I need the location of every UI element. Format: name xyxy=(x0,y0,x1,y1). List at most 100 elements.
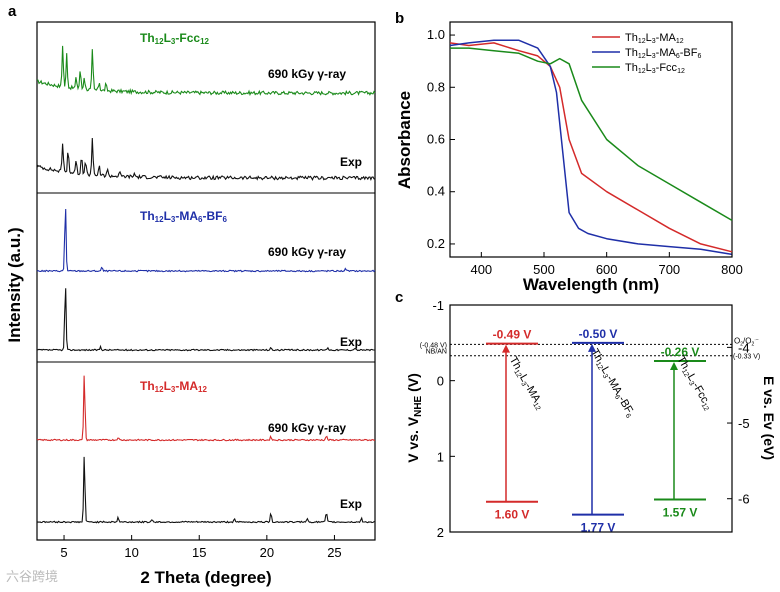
absorbance-curve xyxy=(449,42,733,253)
series-label-exp: Exp xyxy=(340,335,362,349)
y-axis-label-left: V vs. VNHE (V) xyxy=(405,373,424,463)
y-tick-label-right: -4 xyxy=(738,340,750,355)
y-axis-label: Intensity (a.u.) xyxy=(5,227,24,342)
x-tick-label: 15 xyxy=(192,545,206,560)
text-part: -BF xyxy=(680,47,698,59)
x-tick-label: 400 xyxy=(470,262,492,277)
text-part: 6 xyxy=(198,215,203,224)
y-tick-label: 0.8 xyxy=(427,79,445,94)
absorbance-curve xyxy=(450,47,733,222)
text-part: 6 xyxy=(624,413,632,420)
text-part: 3 xyxy=(687,380,695,387)
text-part: 3 xyxy=(652,53,656,60)
text-part: 12 xyxy=(638,38,646,45)
text-part: 3 xyxy=(652,68,656,75)
panel-a-group-title: Th12L3-Fcc12 xyxy=(140,31,210,46)
cb-potential: -0.49 V xyxy=(493,328,532,342)
text-part: O xyxy=(734,336,740,345)
y-tick-label-right: -6 xyxy=(738,492,750,507)
y-tick-label-right: -5 xyxy=(738,416,750,431)
text-part: L xyxy=(164,209,171,223)
text-part: 12 xyxy=(638,68,646,75)
text-part: -MA xyxy=(175,379,198,393)
text-part: V vs. V xyxy=(405,416,421,463)
y-axis-label: Absorbance xyxy=(395,91,414,189)
cb-potential: -0.26 V xyxy=(661,345,700,359)
text-part: L xyxy=(164,379,171,393)
xrd-pattern xyxy=(36,137,376,181)
text-part: 3 xyxy=(171,385,176,394)
y-tick-label: 0 xyxy=(437,374,444,389)
text-part: 12 xyxy=(676,38,684,45)
text-part: Th xyxy=(140,209,155,223)
x-tick-label: 25 xyxy=(327,545,341,560)
text-part: 12 xyxy=(512,369,522,379)
series-label-irradiated: 690 kGy γ-ray xyxy=(268,421,346,435)
text-part: ·− xyxy=(754,337,759,343)
text-part: 2 xyxy=(751,341,754,347)
text-part: Th xyxy=(625,32,638,44)
text-part: -MA xyxy=(656,32,677,44)
legend-label: Th12L3-MA6-BF6 xyxy=(625,47,701,60)
text-part: 12 xyxy=(155,37,164,46)
reference-value: (-0.33 V) xyxy=(733,354,760,361)
text-part: 6 xyxy=(223,215,228,224)
xrd-pattern xyxy=(36,456,376,524)
text-part: -BF xyxy=(203,209,223,223)
reference-value: (-0.48 V) xyxy=(420,342,447,349)
text-part: 12 xyxy=(198,385,207,394)
xrd-pattern xyxy=(36,208,376,273)
text-part: 12 xyxy=(200,37,209,46)
text-part: 3 xyxy=(171,215,176,224)
text-part: Th xyxy=(507,355,524,372)
text-part: Th xyxy=(674,354,691,371)
text-part: 2 xyxy=(740,341,743,347)
series-label-exp: Exp xyxy=(340,155,362,169)
text-part: 6 xyxy=(676,53,680,60)
text-part: 12 xyxy=(594,361,604,371)
x-tick-label: 5 xyxy=(60,545,67,560)
text-part: L xyxy=(646,47,652,59)
arrow-head xyxy=(670,361,678,370)
text-part: Th xyxy=(625,47,638,59)
text-part: Th xyxy=(140,379,155,393)
text-part: L xyxy=(646,32,652,44)
band-material-label: Th12L3-Fcc12 xyxy=(673,354,714,412)
text-part: Th xyxy=(588,347,605,364)
text-part: -Fcc xyxy=(175,31,200,45)
text-part: L xyxy=(599,365,612,376)
text-part: -MA xyxy=(522,381,543,405)
series-label-irradiated: 690 kGy γ-ray xyxy=(268,245,346,259)
panel-a-frame xyxy=(36,21,376,541)
text-part: 12 xyxy=(680,368,690,378)
x-tick-label: 800 xyxy=(721,262,743,277)
text-part: Th xyxy=(625,62,638,74)
text-part: -BF xyxy=(616,394,635,416)
panel-a-group-title: Th12L3-MA6-BF6 xyxy=(140,209,228,224)
legend-label: Th12L3-Fcc12 xyxy=(625,62,685,75)
panel-a-group-title: Th12L3-MA12 xyxy=(140,379,207,394)
series-label-exp: Exp xyxy=(340,497,362,511)
text-part: /O xyxy=(743,336,751,345)
x-tick-label: 10 xyxy=(124,545,138,560)
x-axis-label: 2 Theta (degree) xyxy=(140,568,271,587)
absorbance-curve xyxy=(449,39,733,256)
x-axis-label: Wavelength (nm) xyxy=(523,275,659,294)
text-part: 12 xyxy=(155,215,164,224)
panel-c-frame xyxy=(449,304,733,533)
y-tick-label: 0.4 xyxy=(427,184,445,199)
text-part: NHE xyxy=(413,395,424,416)
y-tick-label: -1 xyxy=(432,298,444,313)
band-material-label: Th12L3-MA6-BF6 xyxy=(587,347,637,420)
y-tick-label: 1.0 xyxy=(427,27,445,42)
text-part: -Fcc xyxy=(656,62,678,74)
panel-label-c: c xyxy=(395,289,403,306)
y-tick-label: 2 xyxy=(437,525,444,540)
text-part: 3 xyxy=(652,38,656,45)
x-tick-label: 20 xyxy=(260,545,274,560)
text-part: 3 xyxy=(601,373,609,380)
text-part: L xyxy=(685,372,698,383)
text-part: 12 xyxy=(700,402,710,412)
text-part: 3 xyxy=(519,381,527,388)
